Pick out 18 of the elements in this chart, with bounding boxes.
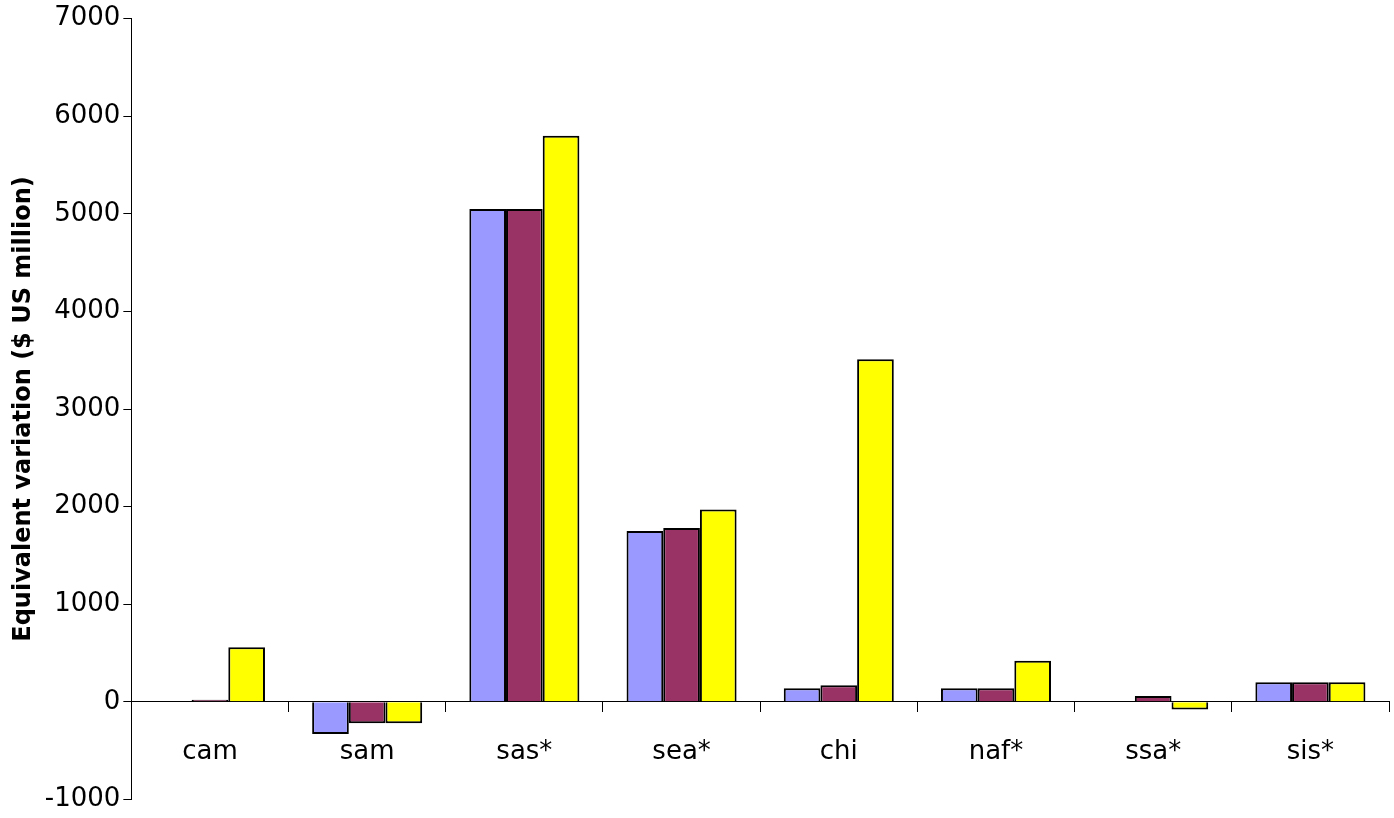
x-tick-label: sis* — [1286, 735, 1335, 766]
y-tick-label: 5000 — [54, 196, 121, 227]
y-axis-title: Equivalent variation ($ US million) — [7, 176, 36, 642]
y-tick-label: 2000 — [54, 489, 121, 520]
y-tick-label: 7000 — [54, 1, 121, 32]
x-tick-label: sas* — [496, 735, 553, 766]
y-tick-label: 3000 — [54, 391, 121, 422]
y-tick-label: 4000 — [54, 294, 121, 325]
x-tick-label: sea* — [652, 735, 711, 766]
x-tick-label: cam — [182, 735, 238, 766]
x-tick-label: ssa* — [1125, 735, 1182, 766]
x-tick-label: naf* — [968, 735, 1024, 766]
y-tick-label: -1000 — [44, 782, 121, 813]
y-tick-label: 0 — [103, 684, 121, 715]
y-tick-label: 6000 — [54, 98, 121, 129]
x-tick-label: sam — [339, 735, 395, 766]
x-tick-label: chi — [819, 735, 858, 766]
y-tick-label: 1000 — [54, 586, 121, 617]
